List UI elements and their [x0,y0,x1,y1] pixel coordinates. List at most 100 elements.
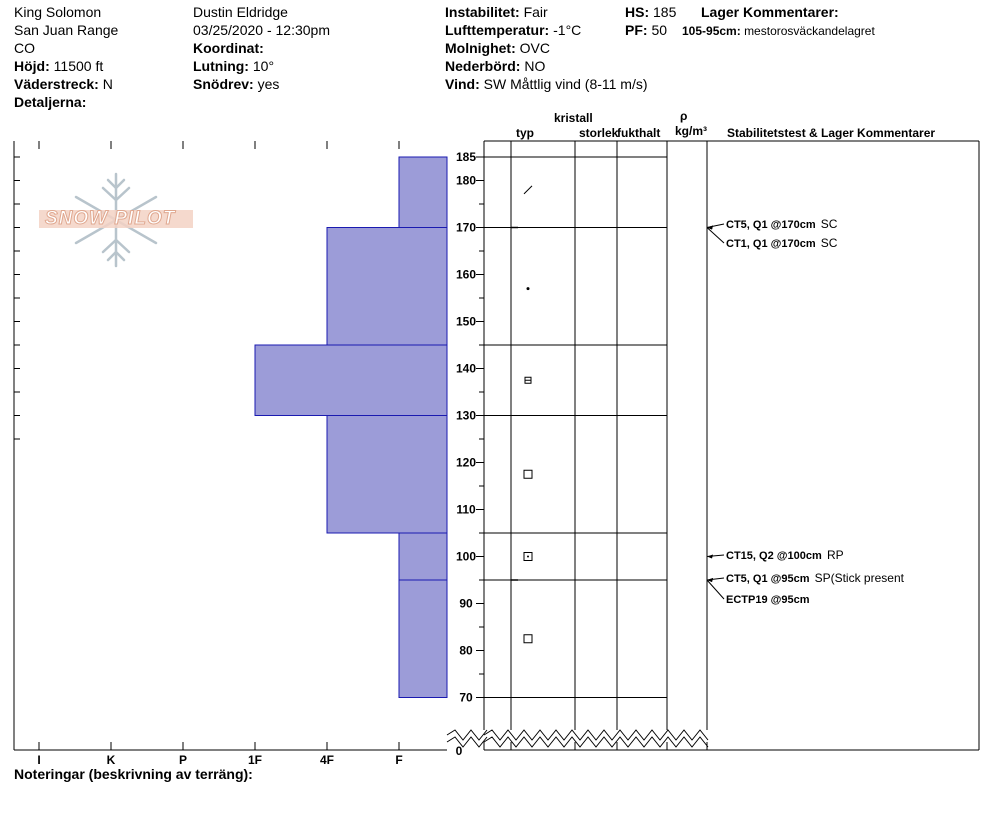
test-note: SC [821,236,838,250]
slope-label: Lutning: [193,58,249,74]
coordinate-row: Koordinat: [193,40,264,57]
hardness-layer [326,415,448,534]
depth-break-line [446,729,488,741]
precip-label: Nederbörd: [445,58,521,74]
depth-tick-label: 90 [459,597,473,611]
wind-value: SW Måttlig vind (8-11 m/s) [483,76,648,92]
test-arrowhead [707,554,713,559]
density-unit: kg/m³ [675,124,708,138]
range-name: San Juan Range [14,22,119,38]
hardness-layer [398,156,448,228]
elevation-value: 11500 ft [53,58,104,74]
details-label: Detaljerna: [14,94,87,110]
layer-comment-range: 105-95cm: [682,24,741,38]
location-name: King Solomon [14,4,102,20]
depth-tick-label: 140 [456,362,476,376]
drift-label: Snödrev: [193,76,254,92]
stability-tests: CT5, Q1 @170cm SC CT1, Q1 @170cm SC CT15, Q2… [706,217,905,606]
size-column-header: storlek [579,126,619,140]
observation-datetime: 03/25/2020 - 12:30pm [193,22,330,38]
moisture-column-header: fukthalt [617,126,661,140]
depth-ticks: 70 80 90 100 110 120 130 140 150 160 170 180 185 0 [456,150,484,758]
depth-tick-label: 160 [456,268,476,282]
test-note: SP(Stick present [815,571,905,585]
hardness-layer [398,579,448,698]
layer-boundaries [483,156,667,698]
layer-comment-text: mestorosväckandelagret [744,24,875,38]
drift-row: Snödrev: yes [193,76,279,93]
instability-label: Instabilitet: [445,4,520,20]
aspect-label: Väderstreck: [14,76,99,92]
grain-symbol-dot [526,287,530,291]
depth-tick-label: 170 [456,221,476,235]
hardness-label: 1F [248,753,262,767]
test-label: CT15, Q2 @100cm [726,550,822,562]
sky-row: Molnighet: OVC [445,40,550,57]
snowflake-icon [39,172,193,268]
layer-comments-title: Lager Kommentarer: [701,4,839,20]
test-label: CT5, Q1 @95cm [726,573,810,585]
hardness-label: 4F [320,753,334,767]
drift-value: yes [257,76,280,92]
slope-value: 10° [252,58,275,74]
hardness-label: K [107,753,116,767]
aspect-row: Väderstreck: N [14,76,113,93]
depth-tick-label: 110 [456,503,476,517]
depth-tick-label: 120 [456,456,476,470]
instability-value: Fair [523,4,548,20]
test-leader-line [706,579,725,600]
hardness-label: I [37,753,40,767]
depth-tick-label: 100 [456,550,476,564]
depth-tick-label: 185 [456,150,476,164]
hardness-label: P [179,753,187,767]
pf-label: PF: [625,22,648,38]
test-arrowhead [707,578,713,582]
state-name: CO [14,40,35,56]
snowpilot-logo: SNOW PILOT [37,170,197,270]
air-temp-row: Lufttemperatur: -1°C [445,22,581,39]
layer-comment-row: 105-95cm: mestorosväckandelagret [682,24,875,38]
logo-text: SNOW PILOT [44,208,176,230]
hs-label: HS: [625,4,650,20]
test-leader-line [706,227,725,244]
grain-symbols [511,185,533,644]
depth-tick-label: 180 [456,174,476,188]
hardness-label: F [395,753,402,767]
depth-tick-label: 70 [459,691,473,705]
notes-label: Noteringar (beskrivning av terräng): [14,766,253,782]
observer-name: Dustin Eldridge [193,4,288,20]
aspect-value: N [102,76,113,92]
coordinate-label: Koordinat: [193,40,264,56]
crystal-group-header: kristall [554,111,593,125]
type-column-header: typ [516,126,534,140]
depth-tick-label: 130 [456,409,476,423]
hardness-layer [398,532,448,581]
grain-symbol-square [523,634,533,644]
test-arrowhead [707,225,713,230]
grain-symbol-slash [523,185,533,195]
test-label: ECTP19 @95cm [726,594,810,606]
depth-tick-label: 150 [456,315,476,329]
test-label: CT5, Q1 @170cm [726,219,816,231]
depth-break-line [483,729,709,741]
pf-row: PF: 50 [625,22,667,39]
wind-row: Vind: SW Måttlig vind (8-11 m/s) [445,76,648,93]
depth-zero-label: 0 [456,744,463,758]
wind-label: Vind: [445,76,480,92]
grain-symbol-square [523,469,533,479]
pf-value: 50 [651,22,668,38]
hs-value: 185 [653,4,677,20]
grain-symbol-square-dot-center [527,555,529,558]
test-note: RP [827,548,844,562]
depth-break-line [446,736,488,748]
chart-frames: I K P 1F 4F F [13,140,980,767]
elevation-label: Höjd: [14,58,50,74]
air-temp-label: Lufttemperatur: [445,22,550,38]
instability-row: Instabilitet: Fair [445,4,548,21]
test-label: CT1, Q1 @170cm [726,238,816,250]
sky-value: OVC [519,40,550,56]
hardness-layer [326,227,448,346]
density-symbol: ρ [680,109,688,123]
precip-row: Nederbörd: NO [445,58,545,75]
